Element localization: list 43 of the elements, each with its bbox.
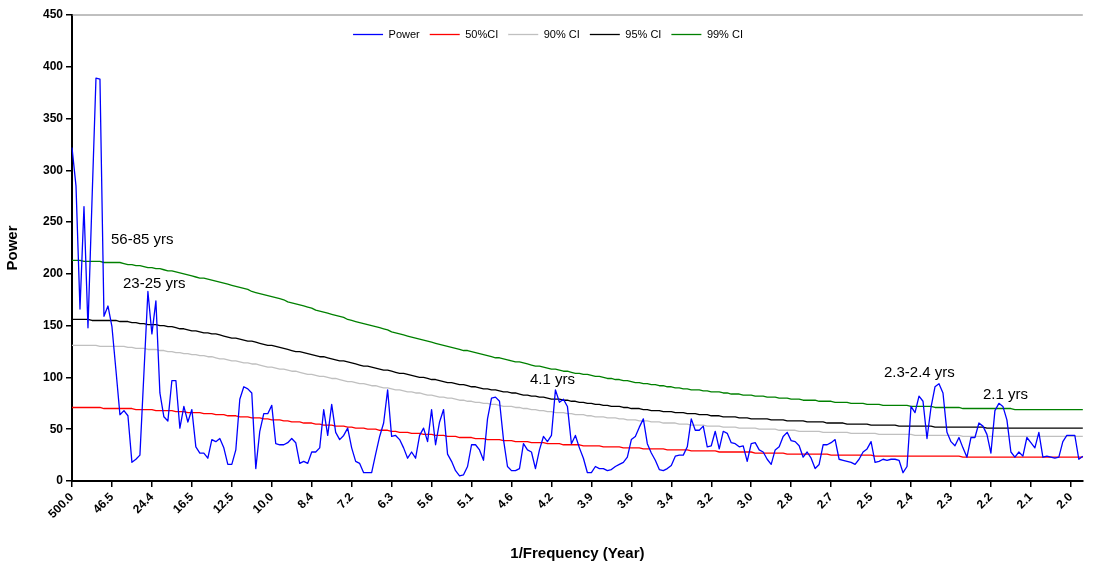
x-tick-label: 2.5 xyxy=(853,489,876,512)
x-tick-label: 3.0 xyxy=(733,489,756,512)
annotation: 4.1 yrs xyxy=(530,370,576,388)
annotation: 2.3-2.4 yrs xyxy=(884,363,955,381)
y-axis-title: Power xyxy=(3,225,21,271)
y-tick-label: 250 xyxy=(42,214,64,229)
y-tick-label: 150 xyxy=(42,317,64,332)
x-tick-label: 10.0 xyxy=(249,489,277,517)
legend-label: 95% CI xyxy=(625,27,662,40)
y-tick-label: 450 xyxy=(42,7,64,22)
x-tick-label: 2.8 xyxy=(773,489,796,512)
legend-label: 50%CI xyxy=(465,27,499,40)
x-tick-label: 3.6 xyxy=(614,489,637,512)
y-tick-label: 300 xyxy=(42,162,64,177)
x-tick-label: 2.1 xyxy=(1013,489,1036,512)
y-tick-label: 200 xyxy=(42,266,64,281)
y-tick-label: 350 xyxy=(42,110,64,125)
y-tick-label: 50 xyxy=(49,421,64,436)
x-axis-title: 1/Frequency (Year) xyxy=(510,544,645,562)
x-tick-label: 3.9 xyxy=(574,489,597,512)
x-tick-label: 4.2 xyxy=(534,489,557,512)
y-tick-label: 0 xyxy=(56,473,64,488)
legend-label: 99% CI xyxy=(706,27,743,40)
x-tick-label: 6.3 xyxy=(374,489,397,512)
legend-label: Power xyxy=(388,27,421,40)
x-tick-label: 2.2 xyxy=(973,489,996,512)
x-tick-label: 3.2 xyxy=(694,489,716,512)
annotation: 23-25 yrs xyxy=(123,274,186,292)
x-tick-label: 2.7 xyxy=(813,489,836,512)
x-tick-label: 2.0 xyxy=(1053,489,1076,512)
x-tick-label: 8.4 xyxy=(294,489,317,512)
x-tick-label: 4.6 xyxy=(494,489,517,512)
y-tick-label: 400 xyxy=(42,59,64,74)
legend-label: 90% CI xyxy=(543,27,580,40)
x-tick-label: 7.2 xyxy=(334,489,357,512)
x-tick-label: 2.4 xyxy=(893,489,916,512)
x-tick-label: 5.6 xyxy=(414,489,437,512)
x-tick-label: 5.1 xyxy=(454,489,477,512)
y-tick-label: 100 xyxy=(42,369,64,384)
annotation: 2.1 yrs xyxy=(983,385,1029,403)
x-tick-label: 3.4 xyxy=(654,489,676,512)
annotation: 56-85 yrs xyxy=(111,230,174,248)
x-tick-label: 2.3 xyxy=(933,489,956,512)
